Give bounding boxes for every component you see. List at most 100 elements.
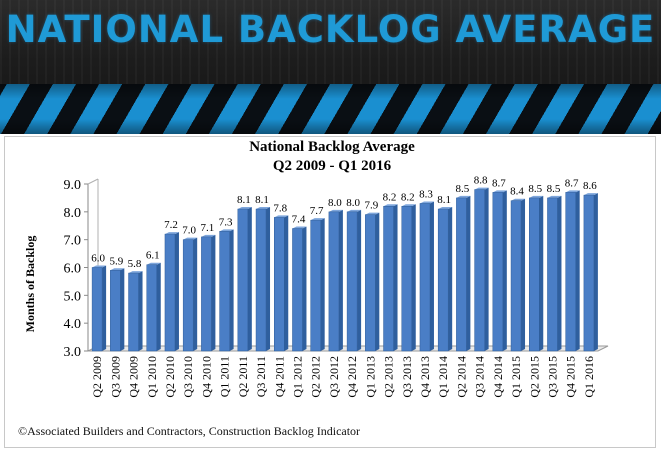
x-tick-label: Q2 2011 [236, 356, 250, 397]
banner: NATIONAL BACKLOG AVERAGE [0, 0, 661, 134]
bar-top [419, 201, 434, 204]
plot-area: 3.0 4.0 5.0 6.0 7.0 8.0 9.0 6.0 Q2 2009 5.9 Q3 200… [64, 175, 609, 398]
bar-top [292, 226, 307, 229]
x-tick-label: Q3 2011 [254, 356, 268, 397]
data-label: 8.5 [547, 183, 561, 195]
bar [274, 217, 285, 352]
data-label: 8.7 [492, 177, 506, 189]
bar [401, 206, 412, 352]
bar [547, 197, 558, 352]
x-tick-label: Q1 2015 [509, 356, 523, 398]
bar-top [511, 198, 526, 201]
bar-top [183, 237, 198, 240]
data-label: 8.3 [419, 188, 433, 200]
y-axis-label: Months of Backlog [23, 236, 37, 333]
data-label: 7.2 [164, 219, 178, 231]
data-label: 7.0 [182, 225, 196, 237]
x-tick-label: Q1 2013 [363, 356, 377, 398]
bar-top [438, 207, 453, 210]
data-label: 8.1 [255, 194, 269, 206]
data-label: 8.7 [565, 177, 579, 189]
bar-top [583, 193, 598, 196]
bar-top [347, 209, 362, 212]
bar-top [256, 207, 271, 210]
bar-top [110, 268, 125, 271]
bar-side [429, 201, 434, 351]
chart-subtitle: Q2 2009 - Q1 2016 [273, 158, 392, 174]
data-label: 5.8 [128, 258, 142, 270]
data-label: 8.5 [528, 183, 542, 195]
bar-top [492, 190, 507, 193]
x-tick-label: Q2 2012 [309, 356, 323, 398]
x-tick-label: Q3 2015 [545, 356, 559, 398]
data-label: 7.8 [273, 202, 287, 214]
data-label: 8.2 [401, 191, 415, 203]
bar-side [247, 207, 252, 351]
x-tick-label: Q4 2015 [564, 356, 578, 398]
data-label: 7.4 [292, 214, 306, 226]
bar [383, 206, 394, 352]
data-label: 5.9 [109, 255, 123, 267]
bar-top [92, 265, 107, 268]
bar-side [338, 209, 343, 351]
x-tick-label: Q2 2015 [527, 356, 541, 398]
bar-side [320, 218, 325, 351]
chart-title: National Backlog Average [249, 139, 415, 155]
data-label: 7.1 [201, 222, 215, 234]
bar [474, 189, 485, 352]
x-tick-label: Q1 2011 [218, 356, 232, 397]
bar-side [302, 226, 307, 351]
bar-side [284, 215, 289, 351]
bar-top [365, 212, 380, 215]
x-tick-label: Q1 2016 [582, 356, 596, 398]
bar-side [593, 193, 598, 351]
bar-top [529, 195, 544, 198]
y-tick-label: 6.0 [64, 262, 82, 277]
bar [146, 264, 157, 352]
y-tick-label: 9.0 [64, 178, 82, 193]
bar [583, 194, 595, 352]
data-label: 8.0 [346, 197, 360, 209]
bar-side [466, 195, 471, 351]
bar-top [237, 207, 252, 210]
bar-top [565, 190, 580, 193]
x-tick-label: Q4 2014 [491, 356, 505, 398]
bar-side [138, 271, 143, 351]
data-label: 7.3 [219, 216, 233, 228]
data-label: 8.2 [383, 191, 397, 203]
data-label: 7.9 [364, 200, 378, 212]
bar-top [328, 209, 343, 212]
bar-side [357, 209, 362, 351]
bar [492, 192, 504, 352]
x-tick-label: Q1 2014 [436, 356, 450, 398]
bar [365, 214, 376, 352]
bar-side [193, 237, 198, 351]
bar-top [201, 234, 216, 237]
bar-side [156, 262, 161, 351]
bar [182, 239, 194, 352]
bar-side [102, 265, 107, 351]
data-label: 7.7 [310, 205, 324, 217]
bar [310, 219, 321, 352]
bar-side [393, 204, 398, 351]
x-tick-label: Q3 2014 [473, 356, 487, 398]
x-tick-label: Q4 2011 [272, 356, 286, 397]
x-tick-label: Q3 2010 [181, 356, 195, 398]
bar-top [547, 195, 562, 198]
data-label: 8.1 [237, 194, 251, 206]
bar [255, 208, 267, 352]
x-tick-label: Q4 2010 [199, 356, 213, 398]
x-tick-label: Q3 2012 [327, 356, 341, 398]
bar [510, 200, 522, 352]
bar [346, 211, 358, 352]
data-label: 8.4 [510, 186, 524, 198]
bar-top [456, 195, 471, 198]
hazard-stripes [0, 84, 661, 134]
data-label: 8.5 [456, 183, 470, 195]
bar-side [211, 234, 216, 351]
bar-side [575, 190, 580, 351]
x-tick-label: Q3 2013 [400, 356, 414, 398]
x-tick-label: Q4 2012 [345, 356, 359, 398]
x-tick-label: Q2 2010 [163, 356, 177, 398]
x-tick-label: Q1 2012 [290, 356, 304, 398]
